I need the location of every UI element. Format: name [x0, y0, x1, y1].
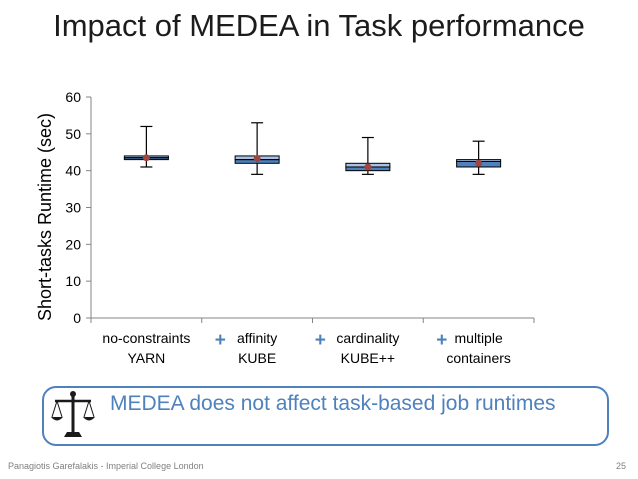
x-tick-label-line2: containers	[446, 350, 511, 366]
plus-marker-icon: +	[436, 330, 447, 351]
x-tick-label-line1: affinity	[237, 330, 277, 346]
x-tick-labels: no-constraints YARN affinity KUBE + cardinali…	[102, 330, 511, 366]
y-tick-label: 60	[65, 89, 81, 105]
y-axis-label: Short-tasks Runtime (sec)	[35, 113, 55, 321]
x-tick-label-line2: KUBE	[238, 350, 276, 366]
callout-text: MEDEA does not affect task-based job run…	[110, 392, 556, 415]
y-tick-label: 20	[65, 236, 81, 252]
mean-marker	[364, 163, 372, 171]
x-tick-label-line1: no-constraints	[102, 330, 190, 346]
footer-author: Panagiotis Garefalakis - Imperial Colleg…	[8, 461, 204, 471]
y-axis: 0 10 20 30 40 50 60	[65, 89, 92, 326]
callout-box	[42, 386, 609, 446]
x-tick-label-line2: KUBE++	[341, 350, 395, 366]
x-tick-label-line1: multiple	[455, 330, 503, 346]
balance-scale-icon	[51, 391, 95, 437]
mean-marker	[253, 155, 261, 163]
y-tick-label: 30	[65, 200, 81, 216]
y-tick-label: 0	[73, 310, 81, 326]
y-tick-label: 10	[65, 273, 81, 289]
x-tick-label-line2: YARN	[127, 350, 165, 366]
plus-marker-icon: +	[215, 330, 226, 351]
x-axis	[90, 317, 535, 323]
slide-title: Impact of MEDEA in Task performance	[53, 8, 585, 43]
boxes	[123, 122, 502, 175]
mean-marker	[475, 159, 483, 167]
y-tick-label: 40	[65, 163, 81, 179]
box-plot-chart: 0 10 20 30 40 50 60 no-constraints YARN affinity…	[35, 89, 535, 366]
x-tick-label-line1: cardinality	[336, 330, 399, 346]
mean-marker	[142, 154, 150, 162]
y-tick-label: 50	[65, 126, 81, 142]
plus-marker-icon: +	[315, 330, 326, 351]
page-number: 25	[615, 461, 626, 471]
